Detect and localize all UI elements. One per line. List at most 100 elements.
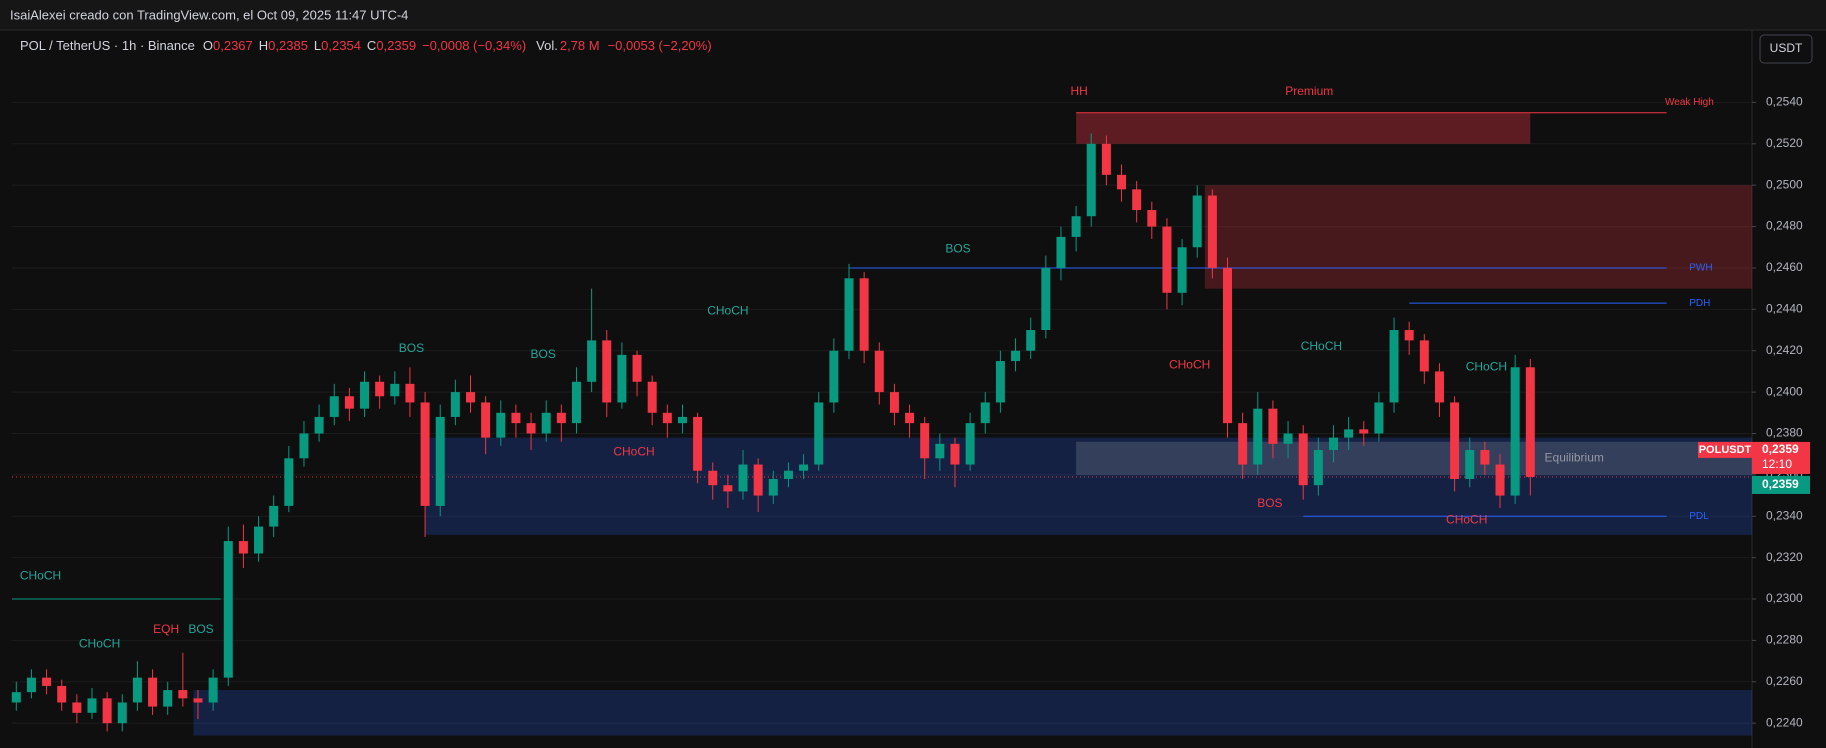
annotation: CHoCH [79,637,120,651]
price-tag-bg [1752,441,1810,474]
annotation: CHoCH [1301,339,1342,353]
candle-body [1086,143,1096,217]
legend-item: 0,2354 [321,38,361,53]
candle-body [859,278,869,351]
candle-body [117,702,127,724]
candle-body [1298,433,1308,486]
candle-body [26,677,36,693]
legend-item: 2,78 M [560,38,600,53]
candle-body [1495,464,1505,496]
candle-body [1525,367,1535,477]
candle-body [1147,210,1157,227]
candle-body [132,677,142,703]
annotation: BOS [531,347,556,361]
candle-body [753,464,763,496]
annotation: HH [1070,84,1087,98]
annotation: PWH [1689,263,1712,274]
candle-body [11,692,21,703]
annotation: PDH [1689,298,1710,309]
symbol-tag-bg [1698,441,1752,458]
candle-body [1480,450,1490,465]
legend-item: L [314,38,321,53]
zone [193,690,1753,736]
annotation: Equilibrium [1545,450,1604,464]
candle-body [1056,236,1066,268]
candle-body [617,354,627,403]
candle-body [783,470,793,480]
annotation: Weak High [1665,97,1714,108]
candle-body [541,412,551,434]
candle-body [693,416,703,471]
candle-body [1374,402,1384,434]
candle-body [1041,267,1051,331]
candle-body [314,416,324,434]
candle-body [284,458,294,506]
candle-body [1359,429,1369,434]
legend-item: O [203,38,213,53]
legend-item: −0,0053 (−2,20%) [608,38,712,53]
legend-item: Vol. [536,38,558,53]
candle-body [1117,174,1127,190]
zone [1076,441,1752,475]
y-tick-label: 0,2260 [1766,674,1803,688]
legend: POL / TetherUS · 1h · Binance O0,2367 H0,2… [20,38,712,53]
candle-body [102,698,112,724]
candle-body [390,383,400,397]
candle-body [587,340,597,382]
candle-body [920,423,930,459]
annotation: CHoCH [1466,359,1507,373]
candle-body [1132,189,1142,211]
candle-body [677,416,687,424]
candle-body [1419,340,1429,372]
legend-item: 0,2359 [376,38,416,53]
candle-body [1223,267,1232,424]
y-tick-label: 0,2340 [1766,508,1803,522]
annotation: EQH [153,622,179,636]
y-tick-label: 0,2240 [1766,715,1803,729]
candle-body [148,677,158,707]
candle-body [299,433,309,459]
candle-body [496,412,506,438]
candle-body [511,412,521,424]
candle-body [799,464,809,471]
top-bar [0,0,1826,30]
y-tick-label: 0,2380 [1766,426,1803,440]
candle-body [1253,408,1263,465]
candle-body [1404,330,1414,341]
currency[interactable]: USDT [1770,41,1803,55]
candle-body [208,677,218,703]
annotation: Premium [1285,84,1333,98]
annotation: BOS [945,242,970,256]
countdown: 12:10 [1762,457,1792,471]
annotation: CHoCH [1169,357,1210,371]
candle-body [814,402,824,465]
candle-body [1101,143,1111,175]
y-tick-label: 0,2440 [1766,302,1803,316]
candle-body [723,485,733,492]
currency-button[interactable] [1759,34,1813,64]
candle-body [768,479,778,496]
candle-body [1071,216,1081,237]
legend-item: C [367,38,376,53]
legend-item: 0,2367 [213,38,253,53]
candle-body [844,278,854,351]
candle-body [344,396,354,409]
candle-body [450,392,460,417]
annotation: CHoCH [20,568,61,582]
candle-body [466,392,475,403]
candle-body [1192,195,1202,248]
candle-body [375,381,385,397]
candle-body [1328,437,1338,451]
candle-body [1268,408,1278,444]
zone [1076,112,1531,144]
candle-body [995,361,1005,403]
candle-body [1177,247,1187,293]
candle-body [1465,450,1475,480]
close-tag-bg [1752,475,1810,494]
candle-body [193,698,203,703]
y-tick-label: 0,2540 [1766,95,1803,109]
candle-body [662,412,672,424]
candle-body [163,690,173,707]
candle-body [980,402,990,424]
